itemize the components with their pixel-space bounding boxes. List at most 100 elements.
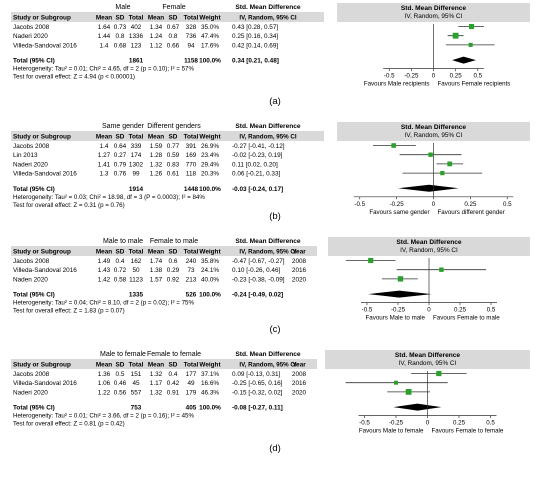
table-row: Villeda-Sandoval 2016 1.3 0.76 99 1.26 0.61 11… (13, 171, 281, 178)
favours-right-label: Favours Female to female (432, 428, 504, 435)
cell-total-2: 240 (186, 258, 197, 265)
column-header-sd-1: SD (116, 362, 125, 369)
column-header-ci: IV, Random, 95% CI (239, 362, 296, 369)
table-row: Jacobs 2008 1.64 0.73 402 1.34 0.67 328 35.0% 0.… (13, 24, 278, 31)
cell-total-2: 391 (186, 143, 197, 150)
group-header-2: Different genders (147, 123, 201, 130)
column-header-total-1: Total (129, 362, 144, 369)
total-n2: 405 (186, 405, 197, 412)
favours-right-label: Favours Female to male (433, 315, 500, 322)
column-header-total-2: Total (184, 15, 199, 22)
cell-total-1: 123 (131, 42, 142, 49)
study-marker (436, 370, 442, 377)
total-label: Total (95% CI) (13, 292, 55, 299)
cell-sd-2: 0.92 (167, 276, 180, 283)
cell-mean-1: 1.43 (98, 267, 111, 274)
favours-left-label: Favours Male recipients (364, 81, 430, 88)
total-n2: 1158 (184, 58, 198, 65)
column-header-mean-2: Mean (148, 134, 164, 141)
x-tick-label: 0.25 (454, 307, 467, 314)
cell-weight: 26.9% (201, 143, 219, 150)
cell-sd-1: 0.72 (114, 267, 127, 274)
column-header-sd-2: SD (169, 362, 178, 369)
column-header-total-2: Total (184, 249, 199, 256)
study-name: Villeda-Sandoval 2016 (13, 267, 77, 274)
forest-title-box (337, 122, 530, 141)
cell-ci: -0.23 [-0.38, -0.09] (232, 276, 285, 283)
cell-mean-1: 1.3 (100, 171, 109, 178)
total-row: Total (95% CI) 1861 1158 100.0% 0.34 [0.21, … (13, 58, 279, 65)
total-label: Total (95% CI) (13, 405, 55, 412)
cell-sd-1: 0.4 (116, 258, 125, 265)
cell-sd-1: 0.27 (114, 152, 127, 159)
favours-left-label: Favours same gender (369, 209, 429, 216)
cell-ci: 0.10 [-0.26, 0.46] (232, 267, 281, 274)
column-header-sd-1: SD (116, 134, 125, 141)
cell-sd-1: 0.79 (114, 161, 127, 168)
cell-ci: -0.15 [-0.32, 0.02] (232, 389, 283, 396)
study-marker (405, 389, 412, 395)
cell-mean-1: 1.42 (98, 276, 111, 283)
cell-sd-2: 0.91 (167, 389, 180, 396)
group-header-1: Male (115, 4, 130, 11)
cell-ci: -0.47 [-0.67, -0.27] (232, 258, 285, 265)
x-tick-label: -0.25 (390, 201, 405, 208)
cell-sd-2: 0.77 (167, 143, 180, 150)
cell-total-1: 1123 (129, 276, 143, 283)
cell-mean-1: 1.49 (98, 258, 111, 265)
group-header-1: Same gender (102, 123, 145, 130)
cell-ci: -0.25 [-0.65, 0.16] (232, 380, 283, 387)
table-row: Jacobs 2008 1.4 0.64 339 1.59 0.77 391 26.9% -0.… (13, 143, 285, 150)
cell-weight: 40.0% (201, 276, 219, 283)
forest-title-line2: IV, Random, 95% CI (400, 247, 458, 254)
cell-ci: 0.25 [0.16, 0.34] (232, 33, 278, 40)
x-tick-label: 0 (432, 73, 436, 80)
cell-mean-2: 1.32 (150, 389, 163, 396)
total-row: Total (95% CI) 753 405 100.0% -0.08 [-0.27, … (13, 405, 283, 412)
cell-sd-1: 0.64 (114, 143, 127, 150)
total-ci: -0.24 [-0.49, 0.02] (232, 292, 283, 299)
favours-left-label: Favours Male to female (359, 428, 424, 435)
total-n1: 753 (131, 405, 142, 412)
table-row: Jacobs 2008 1.36 0.5 151 1.32 0.4 177 37.1% 0.09… (13, 371, 307, 378)
cell-sd-2: 0.4 (169, 371, 178, 378)
total-ci: 0.34 [0.21, 0.48] (232, 58, 279, 65)
study-marker (447, 161, 453, 167)
cell-total-1: 151 (131, 371, 142, 378)
x-tick-label: 0 (432, 201, 436, 208)
total-label: Total (95% CI) (13, 58, 55, 65)
panel-label: (d) (269, 443, 281, 454)
x-tick-label: -0.5 (354, 201, 365, 208)
study-marker (452, 32, 459, 39)
group-header-2: Female to male (150, 238, 198, 245)
column-header-ci: IV, Random, 95% CI (239, 15, 296, 22)
cell-mean-2: 1.32 (150, 161, 163, 168)
forest-panel-2: Same gender Different genders Std. Mean Di… (11, 122, 530, 222)
total-ci: -0.08 [-0.27, 0.11] (232, 405, 283, 412)
cell-year: 2016 (292, 267, 307, 274)
x-tick-label: -0.25 (404, 73, 419, 80)
cell-ci: -0.02 [-0.23, 0.19] (232, 152, 283, 159)
table-row: Villeda-Sandoval 2016 1.4 0.68 123 1.12 0.66 9… (13, 42, 278, 49)
cell-year: 2008 (292, 258, 307, 265)
forest-title-line1: Std. Mean Difference (401, 124, 467, 131)
forest-title-line1: Std. Mean Difference (401, 5, 467, 12)
study-name: Villeda-Sandoval 2016 (13, 42, 77, 49)
table-header-bar (11, 246, 317, 256)
cell-total-1: 1336 (129, 33, 144, 40)
pooled-diamond (368, 290, 432, 298)
cell-weight: 35.0% (201, 24, 219, 31)
column-header-mean-1: Mean (96, 134, 112, 141)
column-header-year: Year (292, 362, 306, 369)
cell-total-2: 118 (186, 171, 197, 178)
x-tick-label: 0.5 (473, 73, 482, 80)
panel-label: (a) (269, 96, 281, 107)
cell-mean-2: 1.24 (150, 33, 163, 40)
column-header-total-1: Total (129, 249, 144, 256)
cell-sd-2: 0.67 (167, 24, 180, 31)
cell-total-1: 402 (131, 24, 142, 31)
study-marker (469, 23, 475, 30)
table-row: Naderi 2020 1.41 0.79 1302 1.32 0.83 770 29.4% 0… (13, 161, 278, 168)
table-header-bar (11, 12, 324, 22)
column-header-sd-2: SD (169, 249, 178, 256)
